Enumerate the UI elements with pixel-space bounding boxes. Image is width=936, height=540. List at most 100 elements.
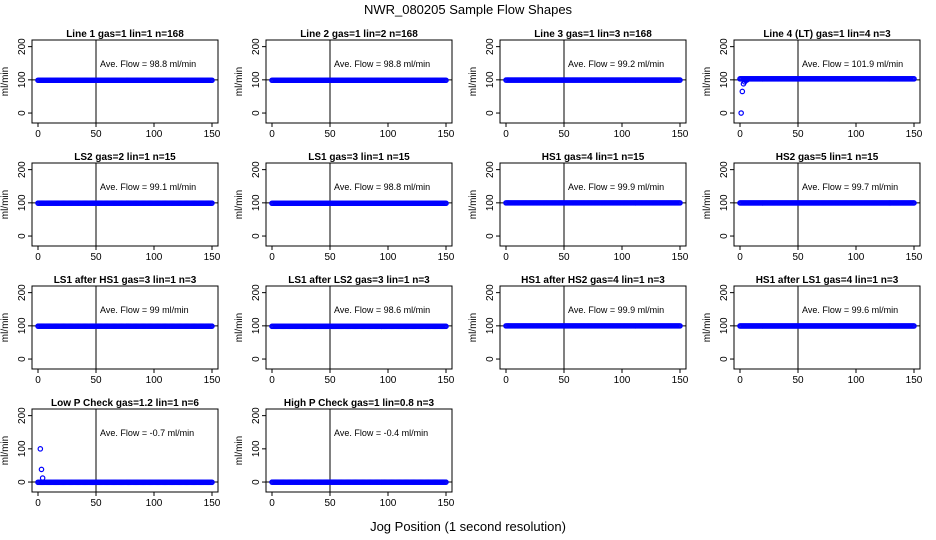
y-tick-label: 0: [17, 479, 28, 485]
data-points: [503, 77, 683, 83]
average-flow-annotation: Ave. Flow = 99.9 ml/min: [568, 305, 664, 315]
x-tick-label: 0: [35, 252, 41, 263]
y-tick-label: 100: [251, 317, 262, 334]
subplot-title: Line 3 gas=1 lin=3 n=168: [534, 29, 652, 40]
y-tick-label: 0: [485, 233, 496, 239]
y-axis-label: ml/min: [234, 313, 245, 342]
y-axis-label: ml/min: [0, 190, 11, 219]
x-tick-label: 100: [380, 375, 397, 386]
x-tick-label: 0: [269, 252, 275, 263]
y-tick-label: 0: [251, 479, 262, 485]
x-tick-label: 150: [906, 252, 923, 263]
average-flow-annotation: Ave. Flow = 99.7 ml/min: [802, 182, 898, 192]
average-flow-annotation: Ave. Flow = 98.8 ml/min: [334, 59, 430, 69]
data-point: [677, 200, 683, 206]
x-tick-label: 150: [204, 498, 221, 509]
subplot-title: LS1 after HS1 gas=3 lin=1 n=3: [54, 275, 197, 286]
subplot: LS2 gas=2 lin=1 n=15 0 100 200 ml/min 0 50 100 1…: [0, 152, 221, 263]
x-tick-label: 0: [35, 498, 41, 509]
x-tick-label: 150: [204, 375, 221, 386]
x-tick-label: 0: [503, 129, 509, 140]
x-tick-label: 100: [848, 375, 865, 386]
subplot-title: LS1 gas=3 lin=1 n=15: [308, 152, 410, 163]
y-tick-label: 0: [719, 356, 730, 362]
x-tick-label: 50: [324, 498, 336, 509]
y-tick-label: 0: [17, 233, 28, 239]
subplot-title: Line 1 gas=1 lin=1 n=168: [66, 29, 184, 40]
subplot: LS1 after LS2 gas=3 lin=1 n=3 0 100 200 ml/m…: [234, 275, 455, 386]
x-tick-label: 100: [380, 129, 397, 140]
y-tick-label: 100: [485, 71, 496, 88]
data-point: [38, 466, 45, 473]
subplot: HS1 after LS1 gas=4 lin=1 n=3 0 100 200 ml/m…: [702, 275, 923, 386]
x-tick-label: 0: [269, 129, 275, 140]
data-points: [737, 200, 917, 206]
data-point: [209, 323, 215, 329]
x-tick-label: 100: [146, 252, 163, 263]
y-tick-label: 200: [485, 38, 496, 55]
x-tick-label: 100: [614, 129, 631, 140]
y-tick-label: 100: [485, 194, 496, 211]
y-tick-label: 0: [251, 356, 262, 362]
y-tick-label: 0: [485, 356, 496, 362]
y-tick-label: 200: [251, 284, 262, 301]
data-point: [37, 446, 44, 452]
subplot: Line 2 gas=1 lin=2 n=168 0 100 200 ml/min 0 50…: [234, 29, 455, 140]
figure-title: NWR_080205 Sample Flow Shapes: [363, 2, 573, 17]
subplot: Low P Check gas=1.2 lin=1 n=6 0 100 200 ml/m…: [0, 398, 221, 509]
x-tick-label: 100: [848, 129, 865, 140]
data-points: [737, 76, 917, 116]
x-tick-label: 50: [558, 375, 570, 386]
x-tick-label: 0: [503, 252, 509, 263]
x-tick-label: 50: [324, 375, 336, 386]
y-axis-label: ml/min: [702, 67, 713, 96]
subplot: Line 3 gas=1 lin=3 n=168 0 100 200 ml/min 0 50…: [468, 29, 689, 140]
x-tick-label: 0: [269, 375, 275, 386]
y-tick-label: 100: [251, 440, 262, 457]
x-tick-label: 50: [90, 375, 102, 386]
subplot-title: HS1 after HS2 gas=4 lin=1 n=3: [521, 275, 665, 286]
data-points: [503, 323, 683, 329]
x-tick-label: 150: [438, 252, 455, 263]
subplot-title: Line 4 (LT) gas=1 lin=4 n=3: [763, 29, 891, 40]
data-point: [911, 200, 917, 206]
x-tick-label: 0: [269, 498, 275, 509]
x-tick-label: 150: [438, 498, 455, 509]
subplot-title: Line 2 gas=1 lin=2 n=168: [300, 29, 418, 40]
average-flow-annotation: Ave. Flow = 98.8 ml/min: [100, 59, 196, 69]
subplot: HS1 gas=4 lin=1 n=15 0 100 200 ml/min 0 50 100 1…: [468, 152, 689, 263]
y-tick-label: 100: [719, 71, 730, 88]
figure-xlabel: Jog Position (1 second resolution): [370, 519, 566, 534]
x-tick-label: 0: [737, 375, 743, 386]
y-tick-label: 0: [251, 233, 262, 239]
y-axis-label: ml/min: [702, 190, 713, 219]
average-flow-annotation: Ave. Flow = 99.2 ml/min: [568, 59, 664, 69]
y-tick-label: 200: [17, 407, 28, 424]
y-tick-label: 0: [17, 356, 28, 362]
data-point: [744, 77, 750, 83]
y-tick-label: 100: [17, 71, 28, 88]
subplot: LS1 after HS1 gas=3 lin=1 n=3 0 100 200 ml/m…: [0, 275, 221, 386]
average-flow-annotation: Ave. Flow = 101.9 ml/min: [802, 59, 903, 69]
average-flow-annotation: Ave. Flow = 99 ml/min: [100, 305, 189, 315]
x-tick-label: 150: [438, 375, 455, 386]
data-point: [443, 200, 449, 207]
x-tick-label: 150: [438, 129, 455, 140]
x-tick-label: 100: [614, 252, 631, 263]
subplot-title: HS1 gas=4 lin=1 n=15: [542, 152, 645, 163]
data-point: [738, 110, 744, 116]
y-tick-label: 100: [719, 194, 730, 211]
x-tick-label: 50: [90, 498, 102, 509]
x-tick-label: 0: [737, 129, 743, 140]
data-points: [35, 446, 215, 486]
x-tick-label: 50: [792, 375, 804, 386]
y-axis-label: ml/min: [0, 67, 11, 96]
x-tick-label: 100: [146, 129, 163, 140]
data-point: [209, 77, 215, 84]
subplot: HS1 after HS2 gas=4 lin=1 n=3 0 100 200 ml/m…: [468, 275, 689, 386]
data-point: [677, 323, 683, 329]
x-tick-label: 50: [90, 252, 102, 263]
data-points: [269, 323, 449, 330]
x-tick-label: 150: [672, 129, 689, 140]
